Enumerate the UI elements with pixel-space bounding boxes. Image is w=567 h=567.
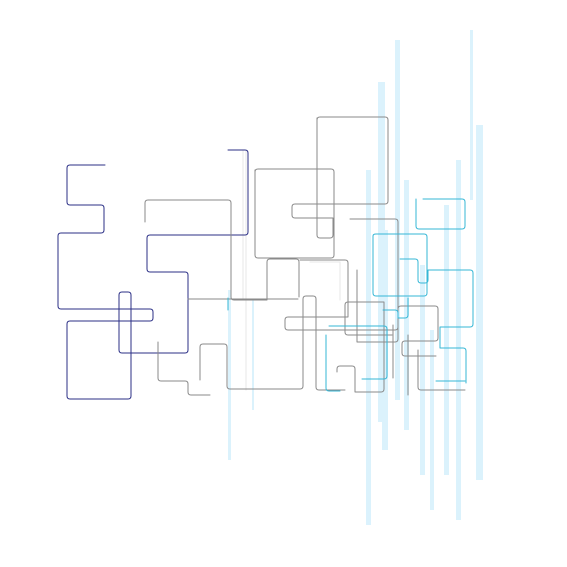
cyan-circuit-path: [382, 297, 409, 319]
cyan-lines: [227, 198, 474, 392]
light-streak: [444, 205, 449, 475]
light-streaks: [228, 30, 483, 525]
pale-line: [309, 261, 341, 301]
pale-lines: [242, 149, 341, 391]
light-streak: [382, 230, 388, 450]
navy-lines: [57, 149, 249, 400]
cyan-circuit-path: [399, 258, 474, 384]
gray-circuit-path: [336, 301, 393, 393]
gray-circuit-path: [356, 269, 439, 357]
cyan-circuit-path: [328, 325, 388, 380]
gray-circuit-path: [254, 168, 335, 259]
light-streak: [366, 170, 371, 525]
light-streak: [252, 300, 254, 410]
cyan-circuit-path: [372, 233, 428, 297]
cyan-circuit-path: [325, 334, 341, 392]
light-streak: [470, 30, 473, 200]
gray-lines: [144, 116, 466, 396]
cyan-circuit-path: [415, 198, 466, 230]
light-streak: [476, 125, 483, 480]
gray-circuit-path: [417, 349, 466, 391]
light-streak: [420, 265, 425, 475]
light-streak: [456, 160, 461, 520]
gray-circuit-path: [392, 324, 409, 396]
light-streak: [430, 330, 434, 510]
gray-circuit-path: [284, 218, 399, 331]
light-streak: [378, 82, 385, 422]
gray-circuit-path: [144, 199, 300, 301]
gray-circuit-path: [291, 116, 389, 239]
light-streak: [228, 290, 231, 460]
light-streak: [404, 180, 409, 430]
gray-circuit-path: [157, 341, 211, 396]
navy-circuit-path: [57, 149, 249, 400]
gray-circuit-path: [199, 295, 346, 391]
